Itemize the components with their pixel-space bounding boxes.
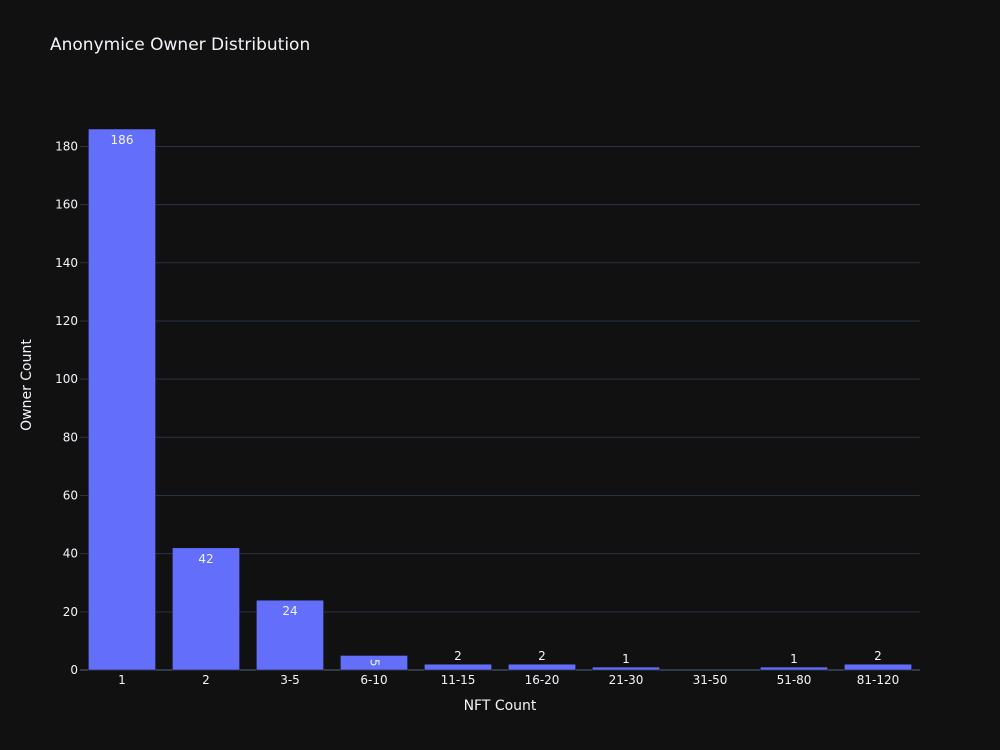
x-tick-label: 6-10: [360, 673, 387, 687]
bar-3-5: [256, 599, 324, 671]
y-tick-label: 120: [55, 314, 78, 328]
y-tick-label: 0: [70, 663, 78, 677]
y-tick-label: 40: [63, 547, 78, 561]
bar-81-120: [844, 663, 912, 671]
x-tick-label: 31-50: [693, 673, 728, 687]
data-label-6-10: 5: [368, 659, 382, 667]
data-label-1: 186: [111, 133, 134, 147]
data-labels: 186 42 24 5 2 2 1 1 2: [111, 133, 882, 667]
data-label-81-120: 2: [874, 649, 882, 663]
bar-21-30: [592, 666, 660, 671]
data-label-51-80: 1: [790, 652, 798, 666]
data-label-2: 42: [198, 552, 213, 566]
y-tick-label: 140: [55, 256, 78, 270]
data-label-16-20: 2: [538, 649, 546, 663]
bar-1: [88, 128, 156, 671]
bar-11-15: [424, 663, 492, 671]
x-tick-label: 16-20: [525, 673, 560, 687]
y-tick-label: 160: [55, 198, 78, 212]
chart-title: Anonymice Owner Distribution: [50, 35, 310, 55]
data-label-21-30: 1: [622, 652, 630, 666]
y-tick-label: 180: [55, 139, 78, 153]
x-tick-label: 1: [118, 673, 126, 687]
y-axis-ticks: 0 20 40 60 80 100 120 140 160 180: [55, 139, 78, 677]
x-tick-label: 3-5: [280, 673, 300, 687]
bar-51-80: [760, 666, 828, 671]
x-tick-label: 11-15: [441, 673, 476, 687]
x-tick-label: 2: [202, 673, 210, 687]
y-tick-label: 60: [63, 488, 78, 502]
bar-2: [172, 547, 240, 671]
data-label-3-5: 24: [282, 604, 297, 618]
x-axis-title: NFT Count: [464, 698, 537, 714]
bar-6-10: [340, 655, 408, 671]
y-tick-label: 20: [63, 605, 78, 619]
bar-16-20: [508, 663, 576, 671]
x-tick-label: 21-30: [609, 673, 644, 687]
y-axis-title: Owner Count: [19, 339, 35, 431]
data-label-11-15: 2: [454, 649, 462, 663]
x-axis-ticks: 1 2 3-5 6-10 11-15 16-20 21-30 31-50 51-80 81-120: [118, 673, 899, 687]
y-tick-label: 80: [63, 430, 78, 444]
x-tick-label: 51-80: [777, 673, 812, 687]
y-tick-label: 100: [55, 372, 78, 386]
x-tick-label: 81-120: [857, 673, 900, 687]
bars: [88, 128, 912, 671]
